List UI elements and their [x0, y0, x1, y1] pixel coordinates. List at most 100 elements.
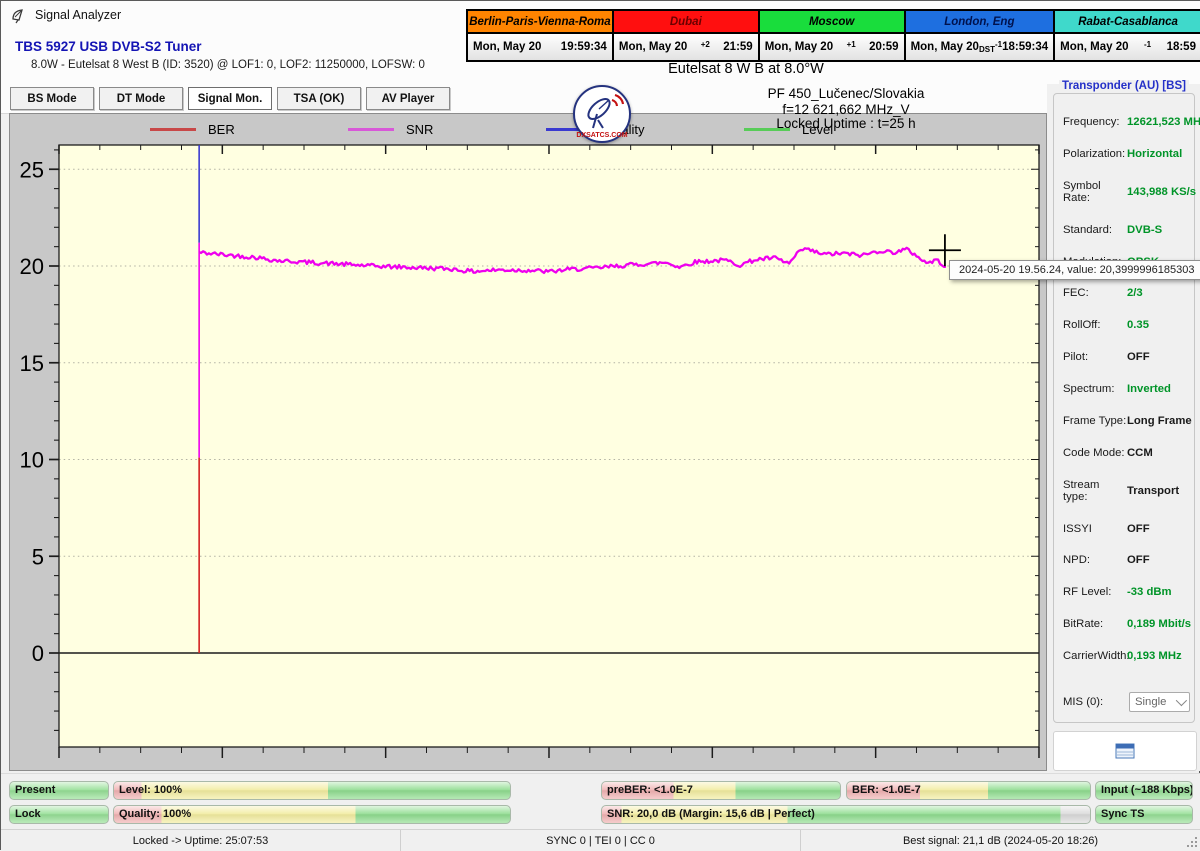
locked-uptime: Locked Uptime : t=25 h	[776, 116, 916, 131]
transponder-value: 143,988 KS/s	[1127, 185, 1197, 198]
legend-swatch	[150, 128, 196, 131]
status-bar-sync-ts: Sync TS	[1095, 805, 1193, 824]
clock-utc-offset: +1	[846, 39, 856, 49]
clock-date: Mon, May 20	[1060, 41, 1129, 53]
transponder-row: ISSYI OFF	[1063, 523, 1190, 535]
status-bar-lock: Lock	[9, 805, 109, 824]
status-bar-ber: BER: <1.0E-7	[846, 781, 1091, 800]
dxsatcs-logo: DXSATCS.COM	[573, 85, 631, 143]
transponder-value: 0.35	[1127, 319, 1149, 332]
legend-swatch	[348, 128, 394, 131]
tab-dt-mode[interactable]: DT Mode	[99, 87, 183, 110]
clock-date: Mon, May 20	[618, 41, 688, 53]
transponder-list-button[interactable]	[1053, 731, 1197, 771]
mis-value: Single	[1135, 695, 1167, 708]
status-bar-snr: SNR: 20,0 dB (Margin: 15,6 dB | Perfect)	[601, 805, 1091, 824]
clock-time-row: Mon, May 20 +1 20:59	[759, 34, 904, 60]
transponder-value: Transport	[1127, 484, 1180, 497]
signal-monitor-chart[interactable]: 0 5 10 15 20 25	[10, 114, 1048, 772]
transponder-value: 2/3	[1127, 287, 1143, 300]
legend-swatch	[546, 128, 592, 131]
transponder-value: Horizontal	[1127, 147, 1183, 160]
transponder-value: -33 dBm	[1127, 586, 1172, 599]
transponder-row: NPD: OFF	[1063, 554, 1190, 566]
clock-time-row: Mon, May 20 -1 18:59	[1055, 34, 1200, 60]
transponder-label: Frequency:	[1063, 116, 1120, 128]
logo-dish-icon	[587, 93, 625, 129]
clock-utc-offset: DST-1	[978, 39, 1003, 54]
clock-column-0: Berlin-Paris-Vienna-Roma Mon, May 20 19:59…	[468, 11, 614, 60]
mode-tabs: BS Mode DT Mode Signal Mon. TSA (OK) AV Play…	[10, 87, 450, 110]
transponder-row: RollOff: 0.35	[1063, 319, 1190, 331]
logo-text: DXSATCS.COM	[576, 132, 628, 139]
transponder-row: Standard: DVB-S	[1063, 224, 1190, 236]
transponder-row: RF Level: -33 dBm	[1063, 586, 1190, 598]
clock-column-4: Rabat-Casablanca Mon, May 20 -1 18:59	[1055, 11, 1200, 60]
tab-tsa-ok[interactable]: TSA (OK)	[277, 87, 361, 110]
clock-city-label: Rabat-Casablanca	[1055, 11, 1200, 34]
chart-tooltip: 2024-05-20 19.56.24, value: 20,399999618…	[949, 260, 1200, 280]
transponder-value: OFF	[1127, 554, 1150, 567]
tab-av-player[interactable]: AV Player	[366, 87, 450, 110]
statusbar-best-signal: Best signal: 21,1 dB (2024-05-20 18:26)	[801, 830, 1200, 851]
site-name: PF 450_Lučenec/Slovakia	[767, 86, 925, 101]
transponder-value: Inverted	[1127, 383, 1171, 395]
transponder-value: CCM	[1127, 446, 1153, 459]
mis-row: MIS (0): Single	[1063, 691, 1190, 712]
tuned-frequency: f=12 621,662 MHz_V	[782, 101, 910, 117]
legend-swatch	[744, 128, 790, 131]
transponder-value: 0,189 Mbit/s	[1127, 618, 1192, 631]
svg-text:10: 10	[20, 448, 44, 473]
transponder-panel: Frequency: 12621,523 MHz Polarization: Hori…	[1047, 80, 1200, 771]
clock-city-label: London, Eng	[905, 11, 1054, 34]
legend-label: BER	[208, 122, 235, 137]
legend-item-level: Level	[744, 122, 942, 137]
transponder-value: DVB-S	[1127, 223, 1163, 236]
transponder-row: Symbol Rate: 143,988 KS/s	[1063, 180, 1196, 204]
transponder-row: Spectrum: Inverted	[1063, 383, 1190, 395]
satellite-dish-icon	[12, 8, 23, 23]
legend-item-ber: BER	[150, 122, 348, 137]
status-bar-level: Level: 100%	[113, 781, 511, 800]
clock-city-label: Dubai	[613, 11, 758, 34]
transponder-value: 12621,523 MHz	[1127, 116, 1200, 128]
tab-signal-mon[interactable]: Signal Mon.	[188, 87, 272, 110]
tuner-title: TBS 5927 USB DVB-S2 Tuner	[15, 39, 202, 54]
clock-column-3: London, Eng Mon, May 20 DST-1 18:59:34	[905, 11, 1056, 60]
mis-label: MIS (0):	[1063, 695, 1104, 708]
clock-city-label: Moscow	[759, 11, 904, 34]
transponder-rows: Frequency: 12621,523 MHz Polarization: Hori…	[1063, 116, 1200, 712]
mis-dropdown[interactable]: Single	[1129, 691, 1190, 712]
svg-text:25: 25	[20, 157, 44, 182]
legend-label: SNR	[406, 122, 434, 137]
transponder-row: CarrierWidth: 0,193 MHz	[1063, 650, 1190, 662]
transponder-label: RF Level:	[1063, 586, 1112, 599]
legend-label: Level	[802, 122, 834, 137]
transponder-row: Pilot: OFF	[1063, 351, 1190, 363]
statusbar-sync: SYNC 0 | TEI 0 | CC 0	[401, 830, 801, 851]
legend-item-snr: SNR	[348, 122, 546, 137]
transponder-label: ISSYI	[1063, 522, 1092, 535]
svg-text:15: 15	[20, 351, 44, 376]
resize-grip[interactable]	[1195, 845, 1197, 847]
transponder-value: 0,193 MHz	[1127, 650, 1182, 662]
tab-bs-mode[interactable]: BS Mode	[10, 87, 94, 110]
svg-text:20: 20	[20, 254, 44, 279]
signal-status-bars: Present Level: 100% preBER: <1.0E-7 BER: <1…	[1, 773, 1200, 830]
transponder-row: FEC: 2/3	[1063, 287, 1190, 299]
clock-date: Mon, May 20	[764, 41, 834, 53]
transponder-label: CarrierWidth:	[1063, 650, 1130, 662]
transponder-label: Spectrum:	[1063, 383, 1115, 395]
transponder-label: Frame Type:	[1063, 414, 1127, 427]
clock-time-row: Mon, May 20 DST-1 18:59:34	[905, 34, 1054, 60]
titlebar: Signal Analyzer	[1, 1, 1200, 29]
transponder-value: OFF	[1127, 351, 1150, 364]
transponder-title: Transponder (AU) [BS]	[1059, 80, 1189, 92]
transponder-value: OFF	[1127, 522, 1150, 535]
clock-column-1: Dubai Mon, May 20 +2 21:59	[613, 11, 760, 60]
table-icon	[1115, 743, 1135, 759]
clock-time: 21:59	[723, 41, 753, 53]
transponder-row: Polarization: Horizontal	[1063, 148, 1190, 160]
